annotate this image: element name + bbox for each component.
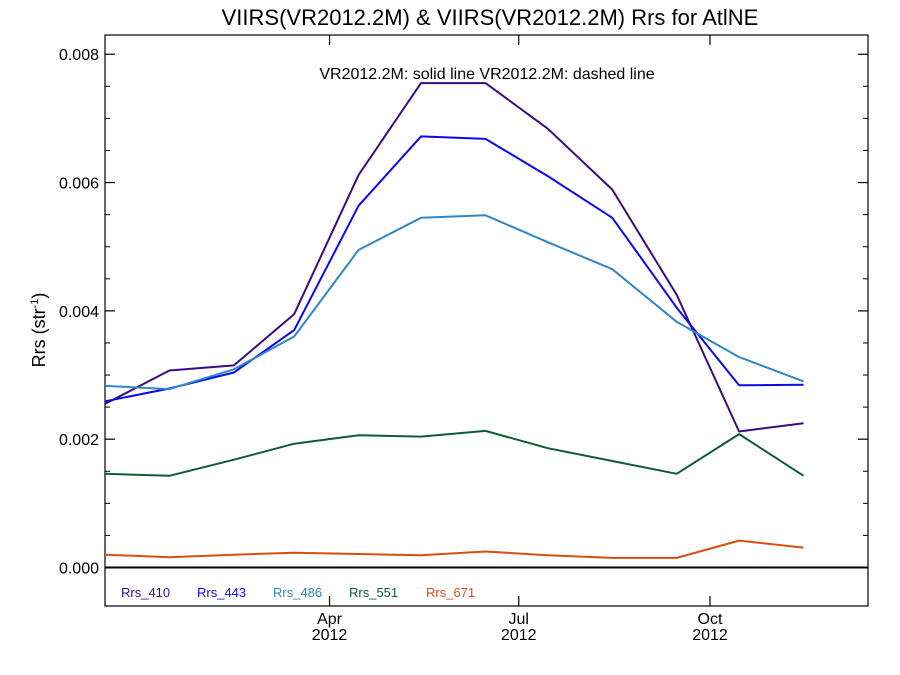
- y-tick-label: 0.004: [59, 304, 99, 321]
- series-line-rrs-486: [104, 214, 804, 391]
- x-tick-month: Apr: [317, 611, 343, 628]
- y-axis-label-close: ): [29, 293, 49, 299]
- legend-entry-rrs-551: Rrs_551: [349, 585, 398, 600]
- x-tick-year: 2012: [692, 627, 728, 644]
- series-line-rrs-443: [104, 135, 804, 403]
- y-axis-label-text: Rrs (str: [29, 308, 49, 367]
- y-tick-label: 0.002: [59, 432, 99, 449]
- y-tick-label: 0.006: [59, 176, 99, 193]
- chart-title: VIIRS(VR2012.2M) & VIIRS(VR2012.2M) Rrs …: [222, 5, 759, 30]
- series-line-rrs-410: [104, 82, 804, 433]
- legend-entry-rrs-486: Rrs_486: [273, 585, 322, 600]
- y-tick-label: 0.008: [59, 47, 99, 64]
- legend-entry-rrs-443: Rrs_443: [197, 585, 246, 600]
- y-axis-ticks: 0.000 0.002 0.004 0.006 0.008: [59, 47, 868, 578]
- x-tick-month: Oct: [698, 611, 723, 628]
- y-tick-label: 0.000: [59, 561, 99, 578]
- y-axis-label-superscript: -1: [29, 299, 41, 309]
- legend: Rrs_410 Rrs_443 Rrs_486 Rrs_551 Rrs_671: [121, 585, 475, 600]
- legend-entry-rrs-671: Rrs_671: [426, 585, 475, 600]
- series-layer: [104, 82, 805, 559]
- legend-entry-rrs-410: Rrs_410: [121, 585, 170, 600]
- series-line-rrs-551: [104, 429, 805, 477]
- x-tick-year: 2012: [501, 627, 537, 644]
- series-line-rrs-671: [104, 539, 804, 559]
- plot-frame: [104, 34, 869, 607]
- line-style-note: VR2012.2M: solid line VR2012.2M: dashed …: [319, 66, 654, 83]
- x-tick-year: 2012: [312, 627, 348, 644]
- x-tick-month: Jul: [508, 611, 528, 628]
- y-axis-label: Rrs (str-1): [29, 293, 49, 368]
